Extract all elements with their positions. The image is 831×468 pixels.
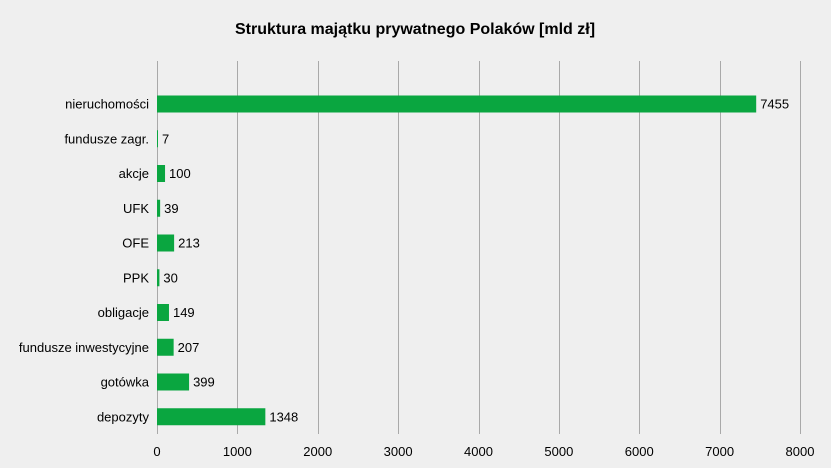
bars: [157, 95, 757, 426]
x-tick-label: 3000: [384, 444, 413, 459]
value-label: 1348: [269, 409, 298, 424]
bar: [157, 338, 174, 356]
x-tick-label: 7000: [705, 444, 734, 459]
category-label: OFE: [122, 236, 149, 251]
bar: [157, 199, 161, 217]
bar: [157, 234, 175, 252]
category-label: nieruchomości: [65, 97, 149, 112]
x-tick-label: 0: [153, 444, 160, 459]
category-label: fundusze inwestycyjne: [19, 340, 149, 355]
value-label: 213: [178, 236, 200, 251]
category-label: depozyty: [97, 409, 150, 424]
x-tick-label: 5000: [544, 444, 573, 459]
value-label: 7: [162, 131, 169, 146]
bar: [157, 269, 160, 287]
x-tick-label: 8000: [786, 444, 815, 459]
value-label: 7455: [760, 97, 789, 112]
value-label: 30: [163, 270, 177, 285]
bar: [157, 95, 757, 113]
x-tick-label: 4000: [464, 444, 493, 459]
value-label: 100: [169, 166, 191, 181]
bar: [157, 408, 266, 426]
value-label: 399: [193, 375, 215, 390]
bar: [157, 373, 190, 391]
category-label: akcje: [119, 166, 149, 181]
category-label: PPK: [123, 270, 149, 285]
category-label: UFK: [123, 201, 149, 216]
category-label: gotówka: [101, 375, 150, 390]
category-label: fundusze zagr.: [64, 131, 149, 146]
bar: [157, 165, 166, 182]
x-axis-tick-labels: 0 1000 2000 3000 4000 5000 6000 7000 8000: [153, 444, 814, 459]
value-labels: 7455 7 100 39 213 30 149 207 399 1348: [162, 97, 789, 425]
category-label: obligacje: [98, 305, 149, 320]
x-tick-label: 6000: [625, 444, 654, 459]
value-label: 149: [173, 305, 195, 320]
value-label: 39: [164, 201, 178, 216]
x-tick-label: 2000: [303, 444, 332, 459]
bar: [157, 130, 158, 148]
x-tick-label: 1000: [223, 444, 252, 459]
category-labels: nieruchomości fundusze zagr. akcje UFK OFE PP…: [19, 97, 150, 425]
value-label: 207: [178, 340, 200, 355]
grid-lines: [157, 61, 801, 434]
bar: [157, 304, 169, 321]
chart-title: Struktura majątku prywatnego Polaków [ml…: [235, 21, 595, 38]
